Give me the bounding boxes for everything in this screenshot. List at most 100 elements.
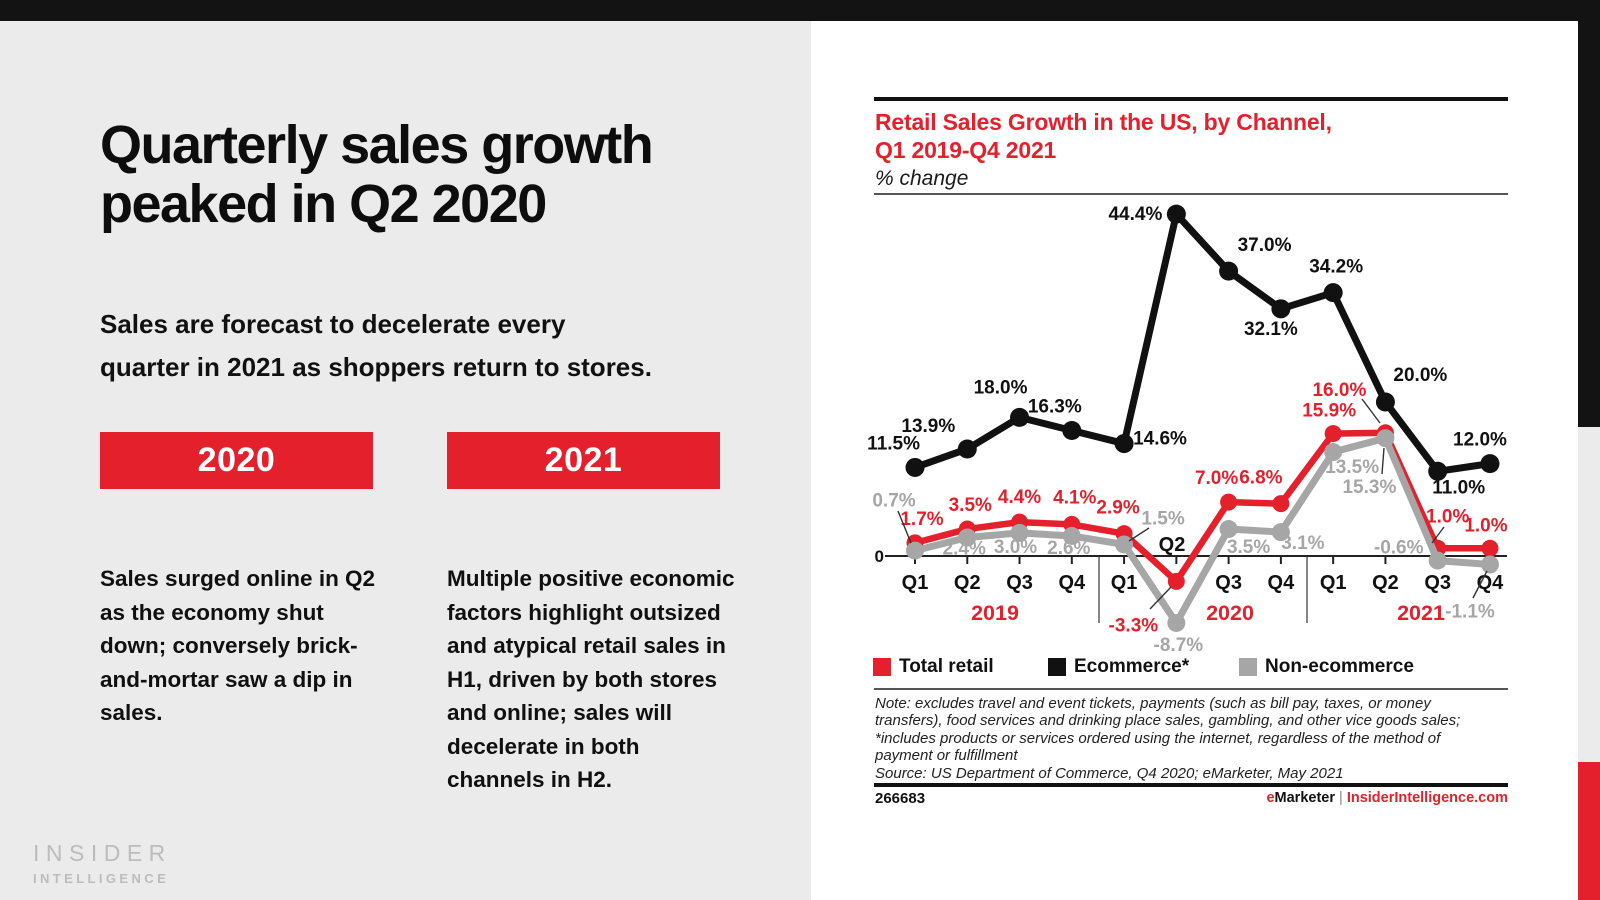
data-point: [1324, 425, 1342, 443]
year-label: 2021: [1397, 601, 1445, 625]
ecommerce-swatch-icon: [1048, 658, 1066, 676]
data-point: [1375, 392, 1395, 412]
data-point: [1167, 572, 1185, 590]
value-label: 3.5%: [1227, 537, 1270, 558]
data-point: [1062, 420, 1082, 440]
x-tick-label: Q4: [1058, 572, 1086, 594]
value-label: -1.1%: [1445, 601, 1495, 622]
x-tick-label: Q3: [1424, 572, 1451, 594]
callout-line: [1149, 586, 1172, 610]
legend-label-ecommerce: Ecommerce*: [1074, 656, 1190, 677]
series-line: [913, 210, 1491, 475]
value-label: 6.8%: [1239, 468, 1282, 489]
value-label: 20.0%: [1393, 365, 1447, 386]
value-label: 4.1%: [1053, 487, 1096, 508]
note-line: Note: excludes travel and event tickets,…: [875, 695, 1431, 712]
value-label: 2.6%: [1047, 538, 1090, 559]
callout-line: [1128, 527, 1150, 542]
value-label: 3.5%: [949, 495, 992, 516]
value-label: 1.7%: [900, 509, 943, 530]
value-label: 12.0%: [1453, 430, 1507, 451]
value-label: 11.5%: [867, 433, 920, 454]
non-ecommerce-swatch-icon: [1239, 658, 1257, 676]
note-divider: [874, 688, 1508, 690]
data-point: [1167, 613, 1186, 632]
value-label: 37.0%: [1238, 235, 1292, 256]
value-label: 13.9%: [901, 416, 955, 437]
year-card-2020: 2020: [100, 432, 373, 489]
data-point: [1481, 539, 1499, 557]
chart-title: Retail Sales Growth in the US, by Channe…: [875, 108, 1332, 164]
data-point: [1010, 523, 1029, 542]
chart-title-line2: Q1 2019-Q4 2021: [875, 137, 1057, 163]
data-point: [1062, 526, 1081, 545]
year-2021-description: Multiple positive economic factors highl…: [447, 566, 735, 792]
value-label: 4.4%: [998, 487, 1041, 508]
note-line: payment or fulfillment: [875, 747, 1018, 765]
value-label: 15.3%: [1342, 477, 1396, 498]
edge-strip-gray: [1578, 427, 1600, 762]
data-point: [1271, 299, 1291, 319]
year-card-2021-label: 2021: [544, 441, 623, 479]
callout-line: [1381, 447, 1385, 475]
total-retail-swatch-icon: [873, 658, 891, 676]
value-label: 1.0%: [1464, 515, 1507, 536]
x-tick-label: Q3: [1006, 572, 1033, 594]
x-tick-label: Q2: [954, 572, 981, 594]
x-tick-label: Q4: [1268, 572, 1296, 594]
source-line: Source: US Department of Commerce, Q4 20…: [875, 764, 1344, 782]
year-2020-description: Sales surged online in Q2 as the economy…: [100, 566, 376, 725]
page-title: Quarterly sales growth peaked in Q2 2020: [100, 116, 780, 234]
value-label: 16.3%: [1028, 396, 1082, 417]
page-subtitle-line2: quarter in 2021 as shoppers return to st…: [100, 352, 652, 382]
x-tick-label: Q1: [1320, 572, 1347, 594]
value-label: 2.9%: [1096, 498, 1139, 519]
data-point: [1271, 523, 1290, 542]
value-label: -8.7%: [1154, 635, 1204, 655]
data-point: [1115, 535, 1134, 554]
chart-units-label: % change: [875, 167, 969, 190]
note-line: transfers), food services and drinking p…: [875, 712, 1461, 730]
callout-line: [897, 510, 912, 544]
x-tick-label: Q1: [1111, 572, 1138, 594]
data-point: [1219, 261, 1239, 281]
data-point: [1480, 454, 1500, 474]
value-label: -3.3%: [1109, 615, 1159, 636]
note-line: *includes products or services ordered u…: [875, 729, 1441, 747]
insider-intelligence-link[interactable]: InsiderIntelligence.com: [1346, 790, 1508, 806]
emarketer-e: e: [1266, 790, 1275, 806]
x-tick-label: Q3: [1215, 572, 1242, 594]
data-point: [1166, 204, 1186, 224]
page-title-line1: Quarterly sales growth: [100, 115, 654, 175]
legend-label-total-retail: Total retail: [899, 656, 994, 677]
insider-intelligence-logo: INSIDER INTELLIGENCE: [33, 840, 172, 886]
emarketer-rest: Marketer: [1274, 790, 1335, 806]
page-subtitle: Sales are forecast to decelerate every q…: [100, 303, 780, 389]
value-label: 11.0%: [1432, 477, 1485, 498]
value-label: 0.7%: [872, 491, 915, 512]
data-point: [957, 439, 977, 459]
page-subtitle-line1: Sales are forecast to decelerate every: [100, 309, 566, 339]
header-divider: [874, 193, 1508, 195]
edge-strip-red: [1578, 762, 1600, 900]
legend-label-non-ecommerce: Non-ecommerce: [1265, 656, 1414, 677]
callout-line: [1472, 570, 1488, 599]
data-point: [1272, 495, 1290, 513]
data-point: [1220, 493, 1238, 511]
data-point: [1428, 461, 1448, 481]
callout-line: [1431, 526, 1445, 544]
data-point: [905, 457, 925, 477]
value-label: 18.0%: [974, 377, 1028, 398]
value-label: -0.6%: [1374, 538, 1424, 559]
value-label: 1.5%: [1141, 508, 1184, 529]
data-point: [906, 541, 924, 560]
chart-id: 266683: [875, 790, 926, 807]
data-point: [958, 528, 977, 547]
chart-title-line1: Retail Sales Growth in the US, by Channe…: [875, 109, 1332, 135]
year-label: 2020: [1206, 601, 1254, 625]
logo-line1: INSIDER: [33, 840, 172, 866]
value-label: 44.4%: [1108, 204, 1162, 225]
value-label: 3.1%: [1281, 533, 1324, 554]
value-label: 14.6%: [1133, 429, 1187, 450]
